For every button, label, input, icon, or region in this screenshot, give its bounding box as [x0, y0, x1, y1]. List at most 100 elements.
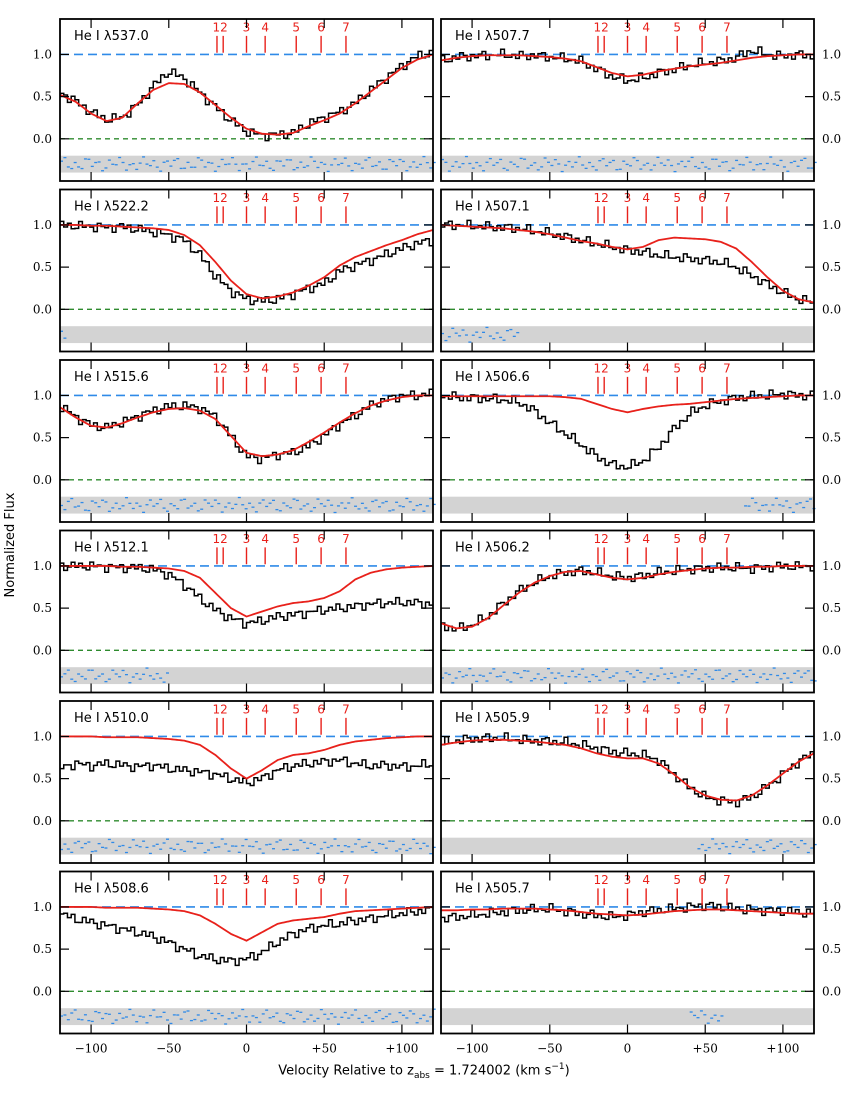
component-label: 7	[723, 873, 731, 887]
component-label: 7	[723, 20, 731, 34]
component-label: 7	[723, 702, 731, 716]
x-tick-label: 0	[243, 1042, 251, 1056]
residual-band	[60, 667, 433, 685]
component-label: 5	[673, 361, 681, 375]
component-label: 6	[317, 702, 325, 716]
x-tick-label: −50	[537, 1042, 562, 1056]
residual-points	[697, 838, 817, 855]
panel-frame	[440, 188, 815, 353]
component-label: 7	[342, 702, 350, 716]
data-spectrum	[60, 906, 433, 967]
x-tick-label: +50	[312, 1042, 337, 1056]
panel-title: He I λ515.6	[74, 370, 149, 385]
model-fit	[440, 565, 814, 630]
component-label: 6	[698, 702, 706, 716]
component-label: 6	[698, 361, 706, 375]
model-fit	[59, 394, 433, 458]
data-spectrum	[60, 388, 433, 465]
residual-band	[441, 667, 814, 685]
panel-frame	[59, 359, 434, 523]
y-tick-label: 0.0	[822, 984, 841, 998]
x-tick-label: +100	[766, 1042, 799, 1056]
y-tick-label: 1.0	[822, 218, 841, 232]
y-tick-label: 0.5	[33, 772, 52, 786]
model-fit	[60, 735, 433, 780]
component-label: 6	[317, 20, 325, 34]
model-fit	[59, 53, 434, 136]
component-label: 5	[292, 702, 300, 716]
panel-4: 12345670.00.51.0He I λ507.1	[440, 188, 841, 353]
y-tick-label: 0.5	[822, 90, 841, 104]
x-tick-label: −100	[456, 1042, 489, 1056]
data-spectrum	[441, 46, 814, 84]
component-label: 5	[292, 873, 300, 887]
y-tick-label: 0.5	[33, 90, 52, 104]
residual-points	[60, 155, 436, 173]
component-label: 7	[342, 532, 350, 546]
component-label: 6	[317, 191, 325, 205]
y-tick-label: 1.0	[822, 729, 841, 743]
y-tick-label: 0.5	[33, 431, 52, 445]
component-label: 12	[212, 532, 227, 546]
component-label: 12	[212, 702, 227, 716]
y-tick-label: 0.0	[33, 132, 52, 146]
component-label: 7	[342, 873, 350, 887]
y-tick-label: 1.0	[33, 729, 52, 743]
residual-points	[744, 497, 816, 514]
model-fit	[440, 53, 814, 78]
panel-frame	[59, 529, 434, 694]
panel-title: He I λ508.6	[74, 882, 149, 897]
component-label: 4	[642, 361, 650, 375]
y-tick-label: 0.0	[33, 814, 52, 828]
y-tick-label: 0.5	[33, 260, 52, 274]
panel-title: He I λ507.1	[455, 200, 530, 215]
panel-frame	[59, 870, 434, 1035]
panel-title: He I λ506.6	[455, 370, 530, 385]
panel-frame	[440, 359, 815, 523]
data-spectrum	[441, 219, 814, 305]
component-label: 5	[673, 20, 681, 34]
panel-12: 12345670.00.51.0He I λ505.7−100−500+50+1…	[440, 870, 841, 1056]
data-spectrum	[441, 561, 814, 632]
component-label: 4	[261, 361, 269, 375]
panel-frame	[440, 529, 815, 694]
model-fit	[441, 907, 814, 917]
residual-points	[689, 1010, 724, 1024]
panel-9: 12345670.00.51.0He I λ510.0	[33, 700, 436, 864]
component-label: 5	[673, 873, 681, 887]
data-spectrum	[60, 220, 433, 306]
panel-8: 12345670.00.51.0He I λ506.2	[440, 529, 841, 694]
y-tick-label: 0.0	[822, 643, 841, 657]
component-label: 4	[261, 20, 269, 34]
model-fit	[440, 224, 815, 304]
panel-1: 12345670.00.51.0He I λ537.0	[33, 18, 436, 182]
panel-frame	[59, 18, 434, 182]
x-axis-label-end: )	[564, 1063, 570, 1079]
component-label: 12	[212, 361, 227, 375]
model-fit	[60, 224, 434, 300]
model-fit	[60, 906, 434, 942]
panel-frame	[440, 870, 815, 1035]
component-label: 7	[342, 361, 350, 375]
y-tick-label: 0.0	[822, 814, 841, 828]
component-label: 6	[317, 873, 325, 887]
x-axis-label-exponent: −1	[551, 1062, 565, 1072]
component-label: 5	[292, 532, 300, 546]
x-tick-label: −50	[156, 1042, 181, 1056]
component-label: 5	[292, 20, 300, 34]
residual-points	[60, 667, 169, 684]
panel-11: 12345670.00.51.0He I λ508.6−100−500+50+1…	[33, 870, 436, 1056]
y-tick-label: 0.5	[822, 772, 841, 786]
y-tick-label: 0.0	[822, 132, 841, 146]
x-axis-label-main: Velocity Relative to z	[278, 1063, 414, 1079]
component-label: 5	[292, 361, 300, 375]
panel-title: He I λ512.1	[74, 541, 149, 556]
component-label: 7	[723, 361, 731, 375]
panel-2: 12345670.00.51.0He I λ507.7	[440, 18, 841, 182]
component-label: 12	[593, 532, 608, 546]
data-spectrum	[60, 49, 433, 142]
component-label: 4	[261, 532, 269, 546]
residual-band	[441, 1008, 814, 1026]
residual-band	[441, 496, 814, 514]
y-tick-label: 0.5	[822, 942, 841, 956]
